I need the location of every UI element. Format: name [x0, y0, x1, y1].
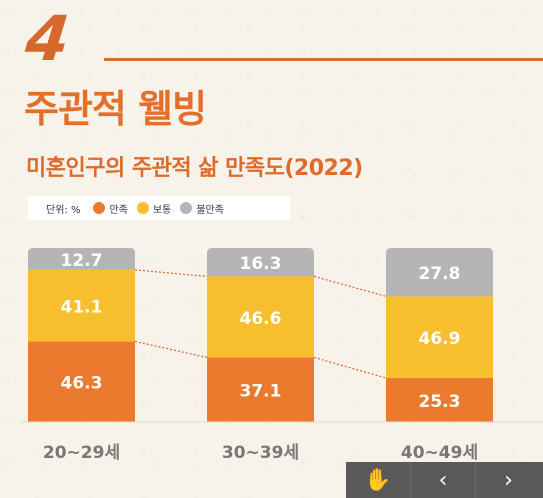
chart-title: 미혼인구의 주관적 삶 만족도(2022) — [26, 156, 363, 181]
bar-segment-30~39세-불만족 — [207, 248, 314, 277]
bar-segment-40~49세-불만족 — [386, 248, 493, 297]
bar-segment-40~49세-보통 — [386, 296, 493, 378]
data-label-20~29세-보통: 41.1 — [61, 298, 103, 318]
legend-label-neutral: 보통 — [152, 204, 172, 216]
legend-label-satisfied: 만족 — [109, 204, 128, 216]
connector-line-보통-1 — [313, 275, 387, 297]
legend-swatch-satisfied — [93, 202, 106, 214]
bar-segment-20~29세-만족 — [28, 341, 135, 422]
bar-segment-40~49세-만족 — [386, 377, 493, 422]
bar-segment-30~39세-보통 — [207, 276, 314, 358]
data-label-20~29세-불만족: 12.7 — [61, 251, 103, 271]
legend-label-dissatisfied: 불만족 — [196, 204, 224, 216]
bar-segment-20~29세-보통 — [28, 269, 135, 342]
data-label-40~49세-보통: 46.9 — [419, 329, 461, 349]
legend-item-satisfied: 만족 — [93, 201, 128, 216]
bar-segment-30~39세-만족 — [207, 357, 314, 422]
data-label-30~39세-불만족: 16.3 — [240, 254, 282, 274]
chart-legend: 단위: % 만족 보통 불만족 — [28, 196, 290, 220]
chevron-right-icon[interactable]: › — [504, 467, 513, 493]
legend-item-neutral: 보통 — [136, 201, 172, 216]
category-label-40~49세: 40~49세 — [401, 443, 478, 463]
data-label-30~39세-보통: 46.6 — [240, 309, 282, 329]
category-label-30~39세: 30~39세 — [222, 443, 299, 463]
title-rule-divider — [104, 58, 543, 61]
connector-line-만족-0 — [134, 340, 208, 359]
category-label-20~29세: 20~29세 — [43, 443, 120, 463]
data-label-40~49세-만족: 25.3 — [419, 392, 461, 412]
data-label-30~39세-만족: 37.1 — [240, 382, 282, 402]
legend-swatch-neutral — [136, 202, 149, 214]
connector-line-보통-0 — [134, 269, 208, 277]
connector-line-만족-1 — [313, 356, 387, 379]
data-label-20~29세-만족: 46.3 — [61, 374, 103, 394]
bar-segment-20~29세-불만족 — [28, 248, 135, 270]
viewer-toolbar: ✋ ‹ › — [346, 462, 543, 498]
legend-unit: 단위: % — [46, 204, 81, 216]
data-label-40~49세-불만족: 27.8 — [419, 264, 461, 284]
chevron-left-icon[interactable]: ‹ — [411, 462, 476, 498]
legend-item-dissatisfied: 불만족 — [180, 201, 224, 216]
legend-swatch-dissatisfied — [180, 202, 193, 214]
hand-icon[interactable]: ✋ — [346, 462, 411, 498]
section-title: 주관적 웰빙 — [24, 87, 207, 131]
